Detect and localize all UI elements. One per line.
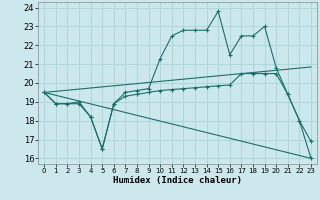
- X-axis label: Humidex (Indice chaleur): Humidex (Indice chaleur): [113, 176, 242, 185]
